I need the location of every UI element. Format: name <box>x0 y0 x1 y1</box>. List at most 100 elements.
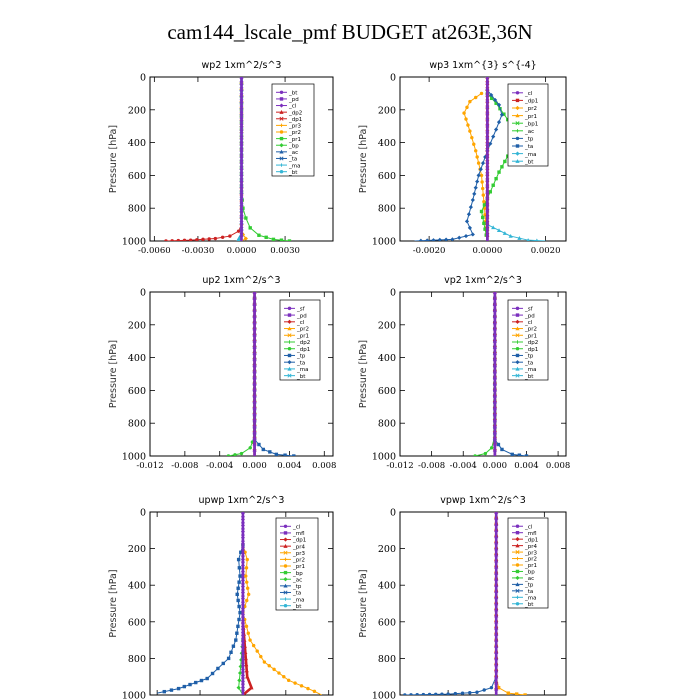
data-point <box>287 306 292 311</box>
legend-label: _ac <box>524 576 534 582</box>
data-point <box>475 155 479 159</box>
y-tick-label: 800 <box>378 654 396 665</box>
data-point <box>481 186 485 191</box>
data-point <box>470 197 475 203</box>
y-tick-label: 1000 <box>372 237 396 248</box>
data-point <box>492 338 497 343</box>
x-tick-label: -0.004 <box>206 461 233 471</box>
data-point <box>252 332 257 337</box>
data-point <box>210 671 215 676</box>
x-tick-label: -0.0060 <box>138 246 171 256</box>
data-point <box>252 302 257 306</box>
data-point <box>470 135 474 140</box>
data-point <box>283 557 288 562</box>
data-point <box>496 685 501 690</box>
data-point <box>485 233 490 237</box>
data-point <box>463 233 469 239</box>
data-point <box>482 688 486 692</box>
data-point <box>464 117 468 121</box>
data-point <box>252 326 257 331</box>
data-point <box>503 159 507 164</box>
legend-label: _bt <box>524 602 534 608</box>
data-point <box>252 320 257 325</box>
data-point <box>472 142 476 146</box>
data-point <box>485 129 490 134</box>
legend-label: _pd <box>524 313 535 319</box>
legend-label: _pr1 <box>296 333 309 339</box>
data-point <box>283 537 288 542</box>
y-tick-label: 400 <box>378 138 396 149</box>
x-tick-label: 0.0000 <box>472 246 502 256</box>
data-point <box>240 512 245 515</box>
data-point <box>271 237 276 241</box>
data-point <box>515 326 520 331</box>
y-tick-label: 600 <box>128 617 146 628</box>
data-point <box>279 123 284 128</box>
data-point <box>468 99 472 104</box>
data-point <box>494 540 499 545</box>
data-point <box>226 454 231 456</box>
data-point <box>279 90 284 95</box>
legend-label: _pr3 <box>292 551 306 557</box>
legend-label: _pr1 <box>288 137 301 143</box>
data-point <box>240 631 245 637</box>
data-point <box>279 136 284 141</box>
data-point <box>231 644 236 648</box>
panel-title: upwp 1xm^2/s^3 <box>199 495 285 506</box>
data-point <box>239 135 244 140</box>
legend-label: _ac <box>292 577 302 583</box>
data-point <box>515 105 520 111</box>
x-tick-label: 0.008 <box>546 461 570 471</box>
y-tick-label: 1000 <box>122 237 146 248</box>
data-point <box>515 550 520 555</box>
data-point <box>425 238 430 241</box>
data-point <box>421 692 426 695</box>
data-point <box>515 98 520 103</box>
data-point <box>240 638 245 643</box>
legend-label: _pr1 <box>524 114 537 120</box>
series-line <box>474 292 496 456</box>
data-point <box>409 693 413 695</box>
data-point <box>492 411 497 416</box>
legend-label: _ac <box>288 150 298 156</box>
legend-label: _cl <box>288 104 297 110</box>
data-point <box>485 77 490 79</box>
data-point <box>485 99 490 103</box>
data-point <box>252 368 257 373</box>
legend-label: _pr1 <box>292 564 305 570</box>
data-point <box>252 362 257 367</box>
data-point <box>494 522 499 526</box>
data-point <box>240 619 245 624</box>
data-point <box>274 452 279 456</box>
data-point <box>244 668 249 673</box>
legend-label: _ma <box>524 367 536 373</box>
data-point <box>213 236 218 241</box>
data-point <box>237 678 242 683</box>
data-point <box>283 564 288 568</box>
data-point <box>491 183 495 187</box>
data-point <box>292 454 296 456</box>
data-point <box>475 690 479 694</box>
data-point <box>239 111 244 116</box>
y-tick-label: 0 <box>140 288 146 299</box>
data-point <box>515 136 520 141</box>
data-point <box>236 237 241 241</box>
data-point <box>239 232 244 237</box>
data-point <box>494 101 498 105</box>
data-point <box>517 453 522 456</box>
series-line <box>241 621 254 695</box>
legend-label: _pr2 <box>524 106 537 112</box>
data-point <box>475 179 480 184</box>
legend-label: _mfl <box>524 531 537 537</box>
data-point <box>446 692 450 695</box>
data-point <box>239 123 244 128</box>
x-tick-label: 0.0000 <box>227 246 257 256</box>
data-point <box>492 308 497 312</box>
data-point <box>485 123 490 128</box>
data-point <box>240 516 245 521</box>
data-point <box>248 638 252 642</box>
data-point <box>283 524 288 529</box>
legend-label: _bt <box>296 374 306 380</box>
data-point <box>286 678 291 683</box>
data-point <box>515 530 520 535</box>
